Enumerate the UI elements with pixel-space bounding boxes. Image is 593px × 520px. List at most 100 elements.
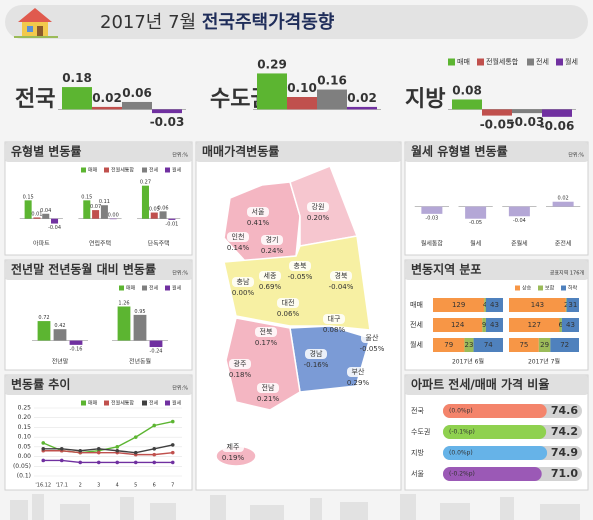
region-value: -0.05%: [288, 273, 313, 281]
bar-segment: [509, 318, 560, 332]
legend-label: 상승: [522, 285, 532, 292]
y-tick-label: 0.00: [18, 453, 32, 460]
region-name-box: [305, 349, 327, 359]
point: [96, 450, 101, 455]
legend-swatch: [142, 285, 147, 291]
bar-segment: [433, 298, 485, 312]
bar-segment: [538, 338, 551, 352]
y-tick-label: 0.20: [18, 414, 32, 421]
region-value: 0.18%: [229, 371, 252, 379]
x-tick-label: 3: [97, 483, 100, 489]
bar: [317, 89, 347, 110]
category-label: 단독주택: [148, 240, 170, 248]
region-value: 0.14%: [227, 244, 250, 252]
group-label: 2017년 7월: [528, 358, 560, 366]
point: [152, 460, 157, 465]
region-name-box: [330, 271, 352, 281]
bar: [347, 106, 377, 110]
value-label: 127: [528, 321, 541, 329]
bar-segment: [559, 318, 562, 332]
house-icon: [14, 8, 58, 38]
region-name: 대전: [282, 298, 295, 307]
bar: [443, 467, 542, 481]
region-value: 0.21%: [257, 395, 280, 403]
panel-header: [5, 260, 192, 280]
bar: [92, 210, 100, 219]
legend-label: 월세: [565, 57, 578, 66]
region-name-box: [347, 367, 369, 377]
title-date: 2017년 7월: [100, 12, 196, 33]
value-label: 0.01: [31, 211, 42, 217]
value-label: 71.0: [551, 467, 578, 480]
legend-swatch: [119, 285, 124, 291]
panel-title: 월세 유형별 변동률: [411, 144, 508, 159]
row-label: 전세: [410, 320, 423, 329]
bar: [552, 201, 574, 207]
value-label: 74.6: [551, 404, 578, 417]
category-label: 전년동월: [129, 358, 151, 366]
region-name-box: [232, 277, 254, 287]
point: [170, 419, 175, 424]
region-name-box: [227, 232, 249, 242]
value-label: 4: [483, 301, 488, 309]
legend-swatch: [165, 167, 170, 173]
value-label: 6: [558, 321, 563, 329]
region-value: 0.69%: [259, 283, 282, 291]
bar: [149, 340, 163, 348]
value-label: 0.08: [452, 84, 482, 98]
value-label: 0.05: [149, 207, 160, 213]
legend-label: 월세: [172, 285, 182, 292]
series-line: [43, 459, 173, 464]
legend-swatch: [165, 285, 170, 291]
category-label: 연립주택: [89, 240, 111, 248]
value-label: 74.2: [551, 425, 578, 438]
point: [115, 445, 120, 449]
row-label: 수도권: [411, 428, 430, 436]
region-name: 서울: [252, 207, 265, 216]
region-name-box: [361, 333, 383, 343]
value-label: 0.29: [257, 58, 287, 72]
region-name-box: [277, 298, 299, 308]
value-label: 23: [465, 341, 474, 349]
legend-label: 전월세통합: [111, 400, 134, 407]
legend-swatch: [81, 167, 86, 173]
map-title: 매매가격변동률: [202, 144, 279, 159]
panel-title: 전년말 전년동월 대비 변동률: [11, 262, 156, 277]
bar-segment: [473, 338, 503, 352]
region-value: 0.29%: [347, 379, 370, 387]
category-label: 지방: [405, 87, 445, 112]
x-tick-label: '16.12: [35, 483, 51, 489]
panel-header: [405, 142, 588, 162]
region-name-box: [222, 442, 244, 452]
point: [133, 460, 138, 465]
value-label: 29: [540, 341, 549, 349]
category-label: 준전세: [555, 240, 572, 248]
panel-title: 유형별 변동률: [11, 144, 81, 159]
header-bar: [5, 5, 588, 39]
value-label: -0.05: [480, 118, 515, 132]
region-name: 경북: [335, 271, 348, 280]
value-label: 124: [451, 321, 465, 329]
point: [78, 460, 83, 465]
value-label: 0.11: [99, 199, 110, 205]
category-label: 준월세: [511, 240, 528, 248]
bar: [443, 404, 547, 418]
x-tick-label: 2: [79, 483, 82, 489]
point: [96, 460, 101, 465]
change-label: (0.0%p): [449, 450, 473, 457]
change-label: (-0.1%p): [449, 429, 475, 436]
region-value: 0.20%: [307, 214, 330, 222]
legend-swatch: [104, 167, 109, 173]
legend-label: 매매: [457, 58, 470, 66]
region-name: 경기: [266, 235, 279, 244]
region-name-box: [323, 314, 345, 324]
y-tick-label: (0.1): [17, 473, 31, 480]
region-value: -0.04%: [329, 283, 354, 291]
legend-swatch: [104, 400, 109, 406]
bar-segment: [509, 298, 566, 312]
header-title: 2017년 7월 전국주택가격동향: [100, 12, 335, 33]
value-label: 75: [519, 341, 528, 349]
value-label: -0.04: [48, 225, 61, 231]
legend-swatch: [81, 400, 86, 406]
point: [41, 458, 46, 463]
